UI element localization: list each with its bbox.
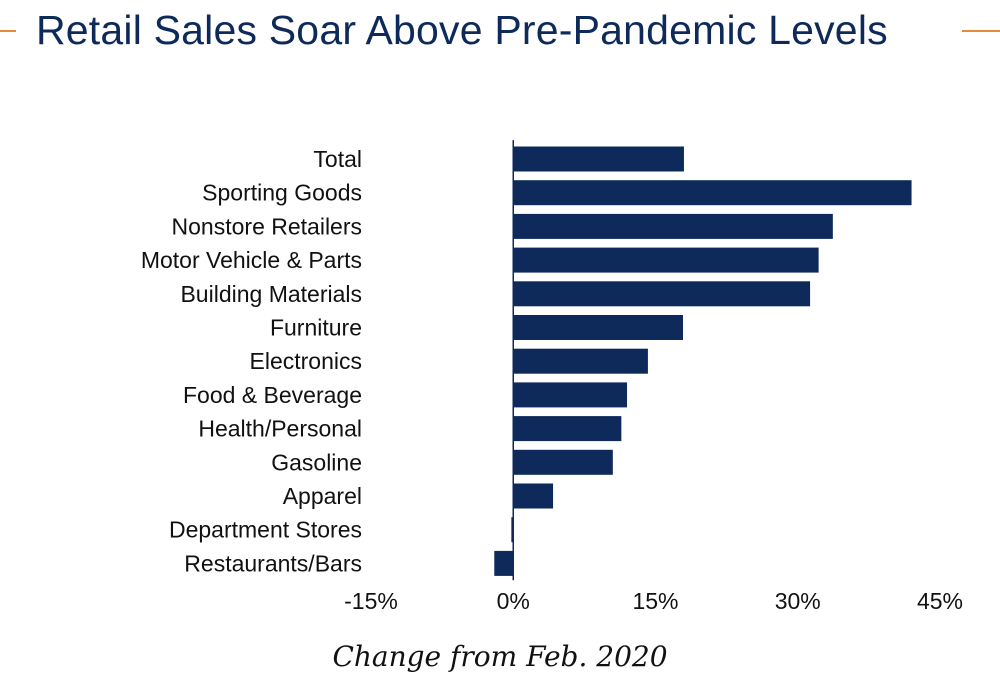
bar [513,416,622,442]
category-label: Electronics [250,348,362,374]
chart-title: Retail Sales Soar Above Pre-Pandemic Lev… [36,7,888,53]
bar [513,348,648,374]
category-label: Sporting Goods [202,180,362,206]
bar [513,180,912,206]
x-tick-label: -15% [344,588,398,614]
bar [513,281,811,307]
x-tick-label: 45% [917,588,963,614]
x-axis-label: Change from Feb. 2020 [332,640,668,673]
category-labels-group: Total Sporting Goods Nonstore Retailers Mot… [141,146,362,576]
category-label: Food & Beverage [183,382,362,408]
category-label: Apparel [283,483,362,509]
category-label: Department Stores [169,517,362,543]
bar [513,315,684,340]
tick-labels-group: -15% 0% 15% 30% 45% [344,588,963,614]
bar [513,247,819,273]
category-label: Gasoline [271,449,362,475]
bar [513,146,684,172]
category-label: Building Materials [180,281,362,307]
x-tick-label: 30% [775,588,821,614]
bar [513,483,554,509]
category-label: Nonstore Retailers [172,213,362,239]
bar [511,517,514,543]
title-dash-left [0,30,16,32]
bars-group [494,140,912,581]
bar [513,449,613,475]
bar [513,382,628,408]
category-label: Total [313,146,362,172]
bar [494,550,514,576]
category-label: Furniture [270,315,362,341]
title-row: Retail Sales Soar Above Pre-Pandemic Lev… [0,0,1000,64]
x-tick-label: 0% [497,588,530,614]
category-label: Restaurants/Bars [184,550,362,576]
category-label: Health/Personal [198,416,362,442]
title-dash-right [962,30,1000,32]
bar [513,213,833,239]
category-label: Motor Vehicle & Parts [141,247,362,273]
x-tick-label: 15% [632,588,678,614]
